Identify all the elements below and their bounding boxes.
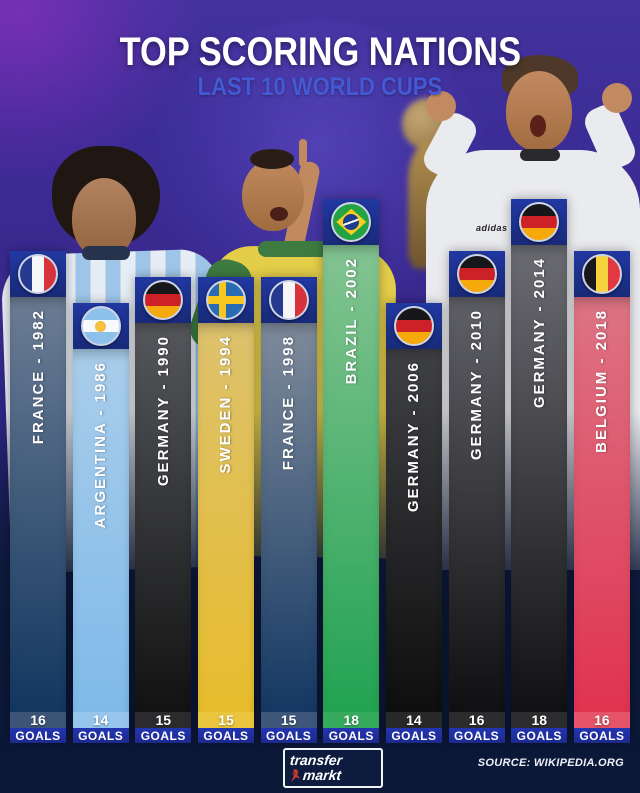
bar-body: ARGENTINA - 1986 bbox=[72, 349, 129, 712]
bar-label: ARGENTINA - 1986 bbox=[92, 361, 110, 529]
bar-goals-label: GOALS bbox=[135, 728, 192, 743]
bar-germany-2014: GERMANY - 2014 18 GOALS bbox=[511, 199, 568, 743]
bar-goals-label: GOALS bbox=[448, 728, 505, 743]
bar-goals-value: 15 bbox=[260, 712, 317, 728]
sweden-flag-icon bbox=[205, 280, 246, 320]
bar-body: FRANCE - 1998 bbox=[260, 323, 317, 712]
bar-flag-header bbox=[10, 251, 66, 297]
bar-goals-label: GOALS bbox=[385, 728, 442, 743]
transfermarkt-logo: transfer markt bbox=[283, 748, 383, 788]
bar-flag-header bbox=[135, 277, 192, 323]
bar-body: GERMANY - 1990 bbox=[135, 323, 192, 712]
bar-goals-label: GOALS bbox=[197, 728, 254, 743]
bar-germany-2006: GERMANY - 2006 14 GOALS bbox=[385, 303, 442, 743]
bar-france-1982: FRANCE - 1982 16 GOALS bbox=[10, 251, 66, 743]
bar-label: FRANCE - 1998 bbox=[280, 335, 298, 471]
bar-goals-value: 16 bbox=[10, 712, 66, 728]
bar-goals-value: 14 bbox=[385, 712, 442, 728]
bar-goals-label: GOALS bbox=[511, 728, 568, 743]
bar-body: GERMANY - 2006 bbox=[385, 349, 442, 712]
argentina-flag-icon bbox=[80, 306, 121, 346]
bar-goals-label: GOALS bbox=[573, 728, 630, 743]
bar-sweden-1994: SWEDEN - 1994 15 GOALS bbox=[197, 277, 254, 743]
bar-goals-label: GOALS bbox=[323, 728, 380, 743]
mueller-mouth bbox=[530, 115, 546, 137]
bar-germany-1990: GERMANY - 1990 15 GOALS bbox=[135, 277, 192, 743]
germany-flag-icon bbox=[456, 254, 497, 294]
ronaldo-pointing-finger bbox=[299, 139, 307, 167]
bar-goals-value: 16 bbox=[573, 712, 630, 728]
bar-goals-value: 18 bbox=[511, 712, 568, 728]
bar-body: BELGIUM - 2018 bbox=[573, 297, 630, 712]
bar-flag-header bbox=[385, 303, 442, 349]
bar-label: GERMANY - 2014 bbox=[530, 257, 548, 409]
bar-label: BELGIUM - 2018 bbox=[593, 309, 611, 453]
bar-flag-header bbox=[448, 251, 505, 297]
belgium-flag-icon bbox=[581, 254, 622, 294]
bar-flag-header bbox=[573, 251, 630, 297]
germany-flag-icon bbox=[143, 280, 184, 320]
bar-label: SWEDEN - 1994 bbox=[217, 335, 235, 474]
bar-goals-label: GOALS bbox=[10, 728, 66, 743]
bar-brazil-2002: BRAZIL - 2002 18 GOALS bbox=[323, 199, 380, 743]
bar-germany-2010: GERMANY - 2010 16 GOALS bbox=[448, 251, 505, 743]
bar-label: GERMANY - 2010 bbox=[468, 309, 486, 461]
page-title: TOP SCORING NATIONS bbox=[119, 30, 521, 74]
brazil-flag-icon bbox=[331, 202, 372, 242]
france-flag-icon bbox=[268, 280, 309, 320]
bar-body: BRAZIL - 2002 bbox=[323, 245, 380, 712]
bar-flag-header bbox=[260, 277, 317, 323]
bar-goals-value: 16 bbox=[448, 712, 505, 728]
title-block: TOP SCORING NATIONS LAST 10 WORLD CUPS bbox=[0, 32, 640, 100]
bar-france-1998: FRANCE - 1998 15 GOALS bbox=[260, 277, 317, 743]
bar-label: FRANCE - 1982 bbox=[29, 309, 47, 445]
bar-body: SWEDEN - 1994 bbox=[197, 323, 254, 712]
logo-text-markt: markt bbox=[302, 767, 343, 783]
bar-label: GERMANY - 1990 bbox=[154, 335, 172, 487]
bar-flag-header bbox=[72, 303, 129, 349]
bar-goals-value: 18 bbox=[323, 712, 380, 728]
bar-goals-value: 15 bbox=[135, 712, 192, 728]
ronaldo-hair-fringe bbox=[250, 149, 294, 169]
bar-goals-label: GOALS bbox=[260, 728, 317, 743]
france-flag-icon bbox=[18, 254, 58, 294]
bar-goals-label: GOALS bbox=[72, 728, 129, 743]
bar-body: GERMANY - 2010 bbox=[448, 297, 505, 712]
transfermarkt-figure-icon bbox=[290, 769, 301, 783]
mueller-collar bbox=[520, 149, 560, 161]
source-credit: SOURCE: WIKIPEDIA.ORG bbox=[477, 757, 624, 769]
germany-flag-icon bbox=[393, 306, 434, 346]
bar-flag-header bbox=[197, 277, 254, 323]
bar-flag-header bbox=[511, 199, 568, 245]
bars-container: FRANCE - 1982 16 GOALS ARGENTINA - 1986 … bbox=[10, 199, 630, 743]
logo-text-transfer: transfer bbox=[289, 751, 344, 768]
bar-label: GERMANY - 2006 bbox=[405, 361, 423, 513]
bar-body: GERMANY - 2014 bbox=[511, 245, 568, 712]
germany-flag-icon bbox=[519, 202, 560, 242]
bar-belgium-2018: BELGIUM - 2018 16 GOALS bbox=[573, 251, 630, 743]
bar-label: BRAZIL - 2002 bbox=[342, 257, 360, 385]
bar-argentina-1986: ARGENTINA - 1986 14 GOALS bbox=[72, 303, 129, 743]
bar-goals-value: 14 bbox=[72, 712, 129, 728]
bar-goals-value: 15 bbox=[197, 712, 254, 728]
bar-flag-header bbox=[323, 199, 380, 245]
bar-body: FRANCE - 1982 bbox=[10, 297, 66, 712]
page-subtitle: LAST 10 WORLD CUPS bbox=[197, 73, 443, 101]
